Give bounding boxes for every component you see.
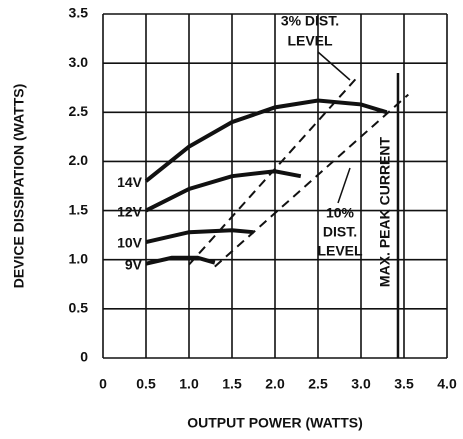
y-tick-label: 0 <box>80 349 88 365</box>
series-label: 10V <box>117 235 143 251</box>
y-tick-label: 2.5 <box>69 103 89 119</box>
x-tick-label: 1.5 <box>222 376 242 392</box>
annotation: LEVEL <box>287 33 333 49</box>
y-tick-label: 3.5 <box>69 5 89 21</box>
x-tick-label: 4.0 <box>437 376 457 392</box>
curve <box>145 228 254 244</box>
annotation: 10% <box>326 205 355 221</box>
x-tick-label: 0.5 <box>136 376 156 392</box>
y-tick-label: 1.0 <box>69 250 89 266</box>
dashed-line <box>214 93 409 268</box>
leader-line <box>317 51 351 81</box>
annotation: 3% DIST. <box>281 13 339 29</box>
series-label: 9V <box>125 256 143 272</box>
y-tick-label: 0.5 <box>69 300 89 316</box>
annotation: MAX. PEAK CURRENT <box>377 136 393 287</box>
x-axis-label: OUTPUT POWER (WATTS) <box>187 415 363 431</box>
annotation: DIST. <box>323 224 357 240</box>
annotation: LEVEL <box>317 243 363 259</box>
x-tick-label: 1.0 <box>179 376 199 392</box>
curve <box>144 98 388 183</box>
y-axis-label: DEVICE DISSIPATION (WATTS) <box>11 84 27 289</box>
series-label: 14V <box>117 174 143 190</box>
x-tick-label: 0 <box>99 376 107 392</box>
curve <box>145 169 302 213</box>
y-tick-label: 2.0 <box>69 152 89 168</box>
x-tick-label: 2.0 <box>265 376 285 392</box>
dashed-line <box>188 77 358 266</box>
leader-line <box>337 167 351 204</box>
series-label: 12V <box>117 203 143 219</box>
curve <box>145 255 216 266</box>
y-tick-label: 1.5 <box>69 201 89 217</box>
y-tick-label: 3.0 <box>69 54 89 70</box>
x-tick-label: 3.0 <box>351 376 371 392</box>
x-tick-label: 3.5 <box>394 376 414 392</box>
x-tick-label: 2.5 <box>308 376 328 392</box>
